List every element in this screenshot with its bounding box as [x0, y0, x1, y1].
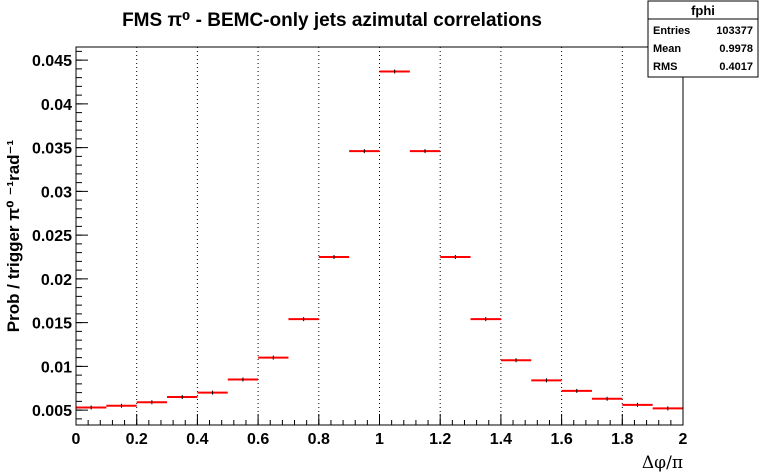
stats-value-mean: 0.9978 [719, 43, 753, 55]
data-point [106, 403, 137, 408]
y-tick-label: 0.035 [32, 141, 72, 158]
y-tick-label: 0.01 [41, 359, 72, 376]
data-point [379, 69, 410, 74]
x-axis-label: Δφ/π [642, 453, 683, 473]
data-point [470, 317, 501, 322]
data-point [440, 255, 471, 259]
x-tick-label: 0.2 [126, 431, 148, 448]
stats-value-entries: 103377 [716, 25, 753, 37]
data-point [318, 255, 350, 259]
data-point [561, 388, 592, 393]
data-point [136, 400, 168, 405]
stats-label-rms: RMS [653, 61, 677, 73]
y-axis: 0.005 0.01 0.015 0.02 0.025 0.03 0.035 0.04 0.04… [32, 50, 88, 420]
y-tick-label: 0.015 [32, 316, 72, 333]
x-tick-label: 2 [679, 431, 688, 448]
y-tick-label: 0.045 [32, 53, 72, 70]
data-point [288, 317, 319, 322]
stats-name: fphi [691, 3, 715, 18]
data-point [622, 402, 653, 407]
x-tick-label: 0.6 [247, 431, 269, 448]
stats-label-mean: Mean [653, 43, 681, 55]
data-point [531, 378, 562, 383]
y-tick-label: 0.005 [32, 403, 72, 420]
stats-label-entries: Entries [653, 25, 690, 37]
x-tick-label: 0.8 [308, 431, 330, 448]
data-point [258, 355, 289, 360]
grid-lines [136, 47, 623, 425]
x-tick-label: 1.4 [490, 431, 512, 448]
y-tick-label: 0.02 [41, 272, 72, 289]
data-point [409, 149, 441, 154]
x-axis: 0 0.2 0.4 0.6 0.8 1 1.2 1.4 1.6 1.8 2 [72, 414, 688, 448]
stats-value-rms: 0.4017 [719, 61, 753, 73]
x-tick-label: 0 [72, 431, 81, 448]
data-point [349, 149, 380, 154]
y-tick-label: 0.04 [41, 97, 72, 114]
chart-title: FMS π⁰ - BEMC-only jets azimutal correla… [122, 10, 542, 31]
y-axis-label: Prob / trigger π⁰ ⁻¹rad⁻¹ [4, 139, 23, 332]
y-tick-label: 0.025 [32, 228, 72, 245]
y-tick-label: 0.03 [41, 184, 72, 201]
x-tick-label: 1.2 [429, 431, 451, 448]
data-point [167, 395, 198, 399]
x-tick-label: 1.6 [550, 431, 572, 448]
data-point [197, 390, 228, 395]
x-tick-label: 1.8 [611, 431, 633, 448]
data-point [591, 396, 623, 401]
x-tick-label: 1 [375, 431, 384, 448]
x-tick-label: 0.4 [186, 431, 208, 448]
data-point [500, 358, 532, 363]
data-point [76, 405, 107, 410]
stats-box: fphi Entries 103377 Mean 0.9978 RMS 0.40… [647, 0, 759, 78]
data-point [227, 377, 259, 382]
data-points [76, 69, 683, 411]
data-point [652, 406, 683, 411]
